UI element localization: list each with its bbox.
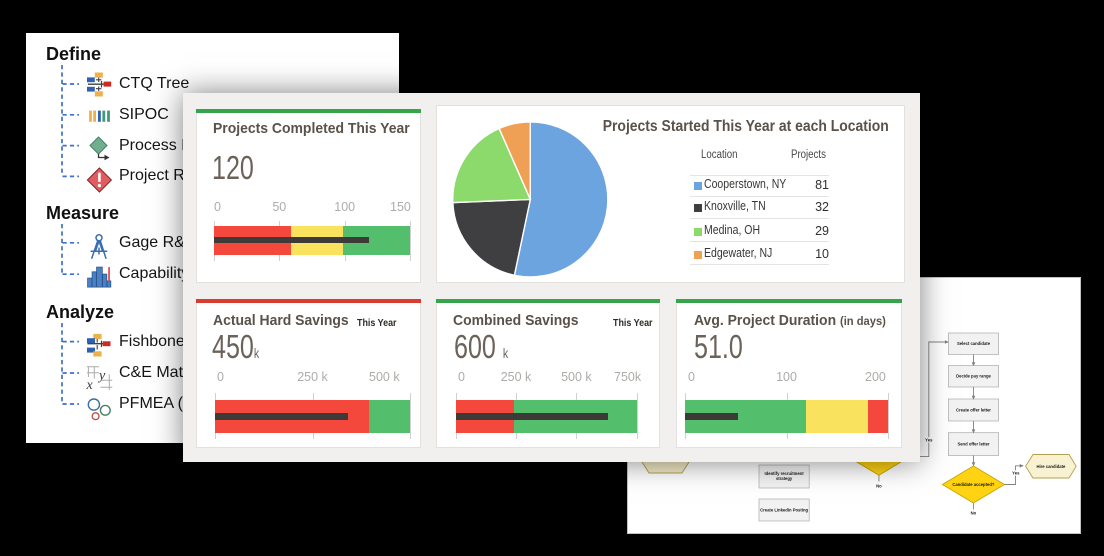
svg-text:Yes: Yes [925, 437, 933, 442]
svg-text:Send offer letter: Send offer letter [957, 442, 989, 447]
svg-text:Select candidate: Select candidate [957, 341, 991, 346]
svg-text:x: x [86, 378, 94, 393]
svg-text:Candidate accepted?: Candidate accepted? [952, 482, 995, 487]
svg-text:No: No [876, 484, 882, 489]
svg-text:Create offer letter: Create offer letter [956, 408, 991, 413]
svg-text:strategy: strategy [776, 476, 793, 481]
svg-text:Decide pay range: Decide pay range [956, 374, 991, 379]
svg-text:No: No [971, 510, 977, 515]
svg-text:Hire candidate: Hire candidate [1036, 464, 1066, 469]
svg-text:y: y [97, 369, 106, 384]
svg-text:Create LinkedIn Posting: Create LinkedIn Posting [760, 508, 808, 513]
svg-text:Yes: Yes [1012, 470, 1020, 475]
svg-text:Identify recruitment: Identify recruitment [765, 471, 805, 476]
